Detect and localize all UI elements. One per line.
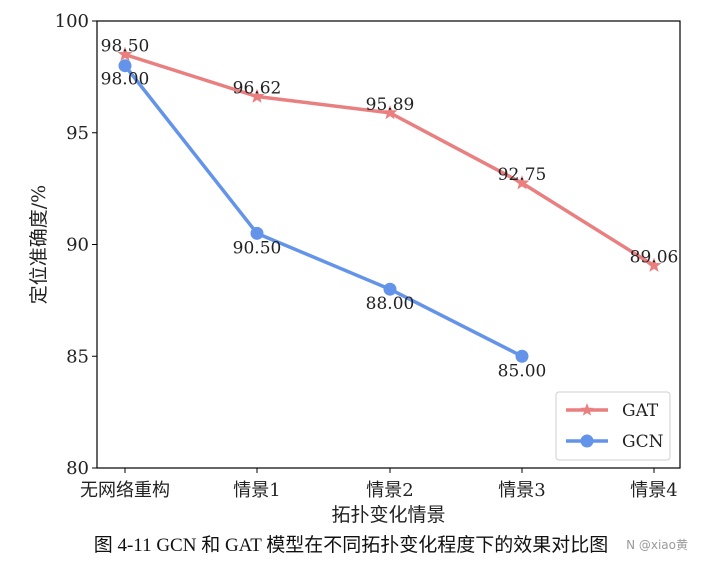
gat-data-label: 96.62: [233, 79, 282, 99]
gcn-data-label: 88.00: [366, 294, 415, 314]
y-tick-label: 80: [66, 458, 89, 479]
x-tick-label: 情景2: [366, 480, 413, 501]
gcn-point: [118, 59, 132, 73]
gat-point: [646, 257, 662, 272]
gat-point: [382, 105, 398, 120]
gat-data-label: 95.89: [366, 95, 415, 115]
gcn-data-label: 98.00: [101, 70, 150, 90]
x-axis-title: 拓扑变化情景: [331, 504, 445, 526]
gcn-point: [515, 349, 529, 363]
gcn-point: [250, 226, 264, 240]
gat-series-line: [124, 52, 655, 267]
y-tick-label: 90: [66, 235, 89, 256]
x-tick-label: 情景1: [233, 480, 280, 501]
legend-label: GAT: [622, 401, 659, 421]
gat-data-label: 89.06: [630, 248, 679, 268]
gcn-data-label: 90.50: [233, 238, 282, 258]
gat-point: [249, 88, 265, 103]
legend-marker: [580, 403, 594, 416]
gat-point: [514, 175, 530, 190]
legend-label: GCN: [622, 432, 664, 452]
x-tick-label: 无网络重构: [80, 480, 170, 501]
gcn-point: [383, 282, 397, 296]
line-chart: 80 85 90 95 100 无网络重构 情景1 情景2 情景3 情景4 拓扑变化情景 定位准确度/…: [28, 11, 681, 526]
y-tick-label: 100: [55, 11, 89, 32]
gcn-data-label: 85.00: [498, 361, 547, 381]
gcn-series-line: [123, 64, 523, 358]
gat-point: [117, 46, 133, 61]
y-tick-label: 85: [66, 346, 89, 367]
legend-marker: [580, 434, 594, 448]
figure-caption: 图 4-11 GCN 和 GAT 模型在不同拓扑变化程度下的效果对比图: [93, 535, 609, 556]
y-axis-title: 定位准确度/%: [28, 185, 50, 304]
y-tick-label: 95: [66, 123, 89, 144]
gat-data-label: 98.50: [101, 37, 150, 57]
watermark: N @xiao黄: [626, 538, 688, 552]
gat-data-label: 92.75: [498, 165, 547, 185]
x-tick-label: 情景3: [498, 480, 545, 501]
x-tick-label: 情景4: [630, 480, 677, 501]
